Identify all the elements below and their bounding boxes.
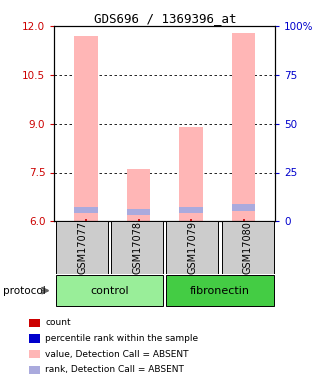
Bar [29,319,39,327]
Text: value, Detection Call = ABSENT: value, Detection Call = ABSENT [45,350,188,358]
Text: percentile rank within the sample: percentile rank within the sample [45,334,198,343]
Text: GSM17079: GSM17079 [188,221,197,274]
Bar [56,221,108,274]
Text: GSM17077: GSM17077 [77,221,87,274]
Bar [232,33,255,221]
Bar [222,221,274,274]
Text: rank, Detection Call = ABSENT: rank, Detection Call = ABSENT [45,365,184,374]
Text: control: control [90,286,129,296]
Bar [29,366,39,374]
Bar [111,221,163,274]
Text: GSM17078: GSM17078 [132,221,142,274]
Bar [232,204,255,211]
Bar [29,350,39,358]
Bar [29,334,39,343]
Bar [127,169,150,221]
Bar [56,275,163,306]
Bar [179,207,203,213]
Bar [179,127,203,221]
Text: protocol: protocol [3,286,46,296]
Bar [74,207,98,213]
Bar [74,36,98,221]
Bar [166,221,218,274]
Text: GSM17080: GSM17080 [243,221,252,274]
Text: count: count [45,318,71,327]
Bar [127,209,150,215]
Text: fibronectin: fibronectin [190,286,250,296]
Bar [166,275,274,306]
Title: GDS696 / 1369396_at: GDS696 / 1369396_at [93,12,236,25]
